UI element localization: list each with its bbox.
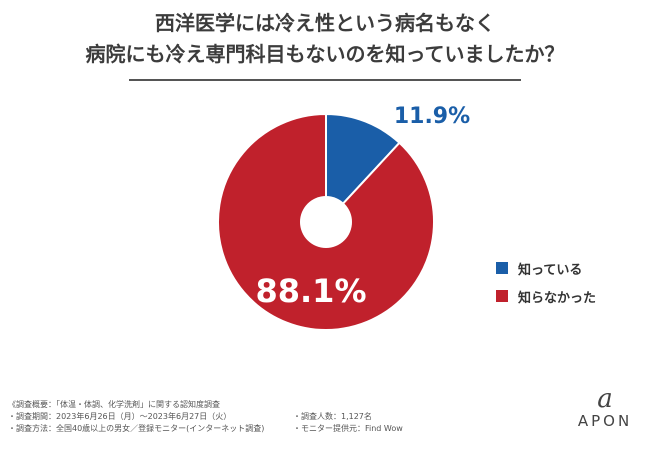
legend-label-known: 知っている [518,262,583,278]
legend-label-unknown: 知らなかった [518,290,597,306]
notes-period: ・調査期間：2023年6月26日（月）～2023年6月27日（火） [8,412,232,421]
pie-label-unknown: 88.1% [255,272,366,310]
legend-item-known: 知っている [496,254,596,282]
legend-swatch-unknown [496,290,508,302]
pie-label-known: 11.9% [394,104,470,129]
apon-logo: a APON [566,386,644,436]
pie-slice-known [325,112,401,225]
donut-hole [300,196,352,248]
title-underline [129,79,521,81]
chart-legend: 知っている 知らなかった [496,254,596,310]
chart-title: 西洋医学には冷え性という病名もなく 病院にも冷え専門科目もないのを知っていました… [0,8,650,70]
chart-title-line2: 病院にも冷え専門科目もないのを知っていましたか？ [85,42,565,66]
notes-method: ・調査方法：全国40歳以上の男女／登録モニター(インターネット調査) [8,424,265,433]
logo-text: APON [577,412,633,430]
legend-item-unknown: 知らなかった [496,282,596,310]
notes-heading: 《調査概要：「体温・体調、化学洗剤」に関する認知度調査 [8,400,220,409]
notes-provider: ・モニター提供元：Find Wow [293,424,403,433]
logo-mark: a [597,384,613,414]
notes-respondents: ・調査人数：1,127名 [293,412,372,421]
chart-title-line1: 西洋医学には冷え性という病名もなく [155,11,495,35]
legend-swatch-known [496,262,508,274]
survey-notes: 《調査概要：「体温・体調、化学洗剤」に関する認知度調査 ・調査期間：2023年6… [8,399,403,435]
